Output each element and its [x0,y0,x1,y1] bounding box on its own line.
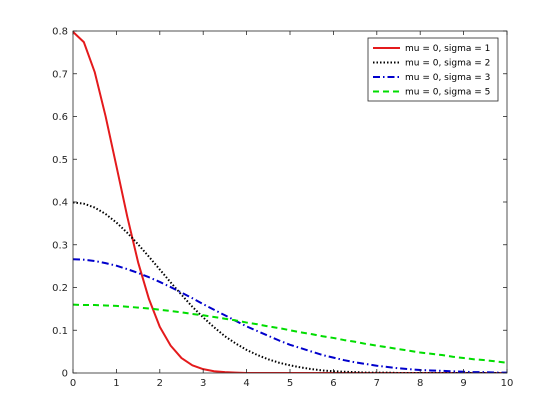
y-tick-label: 0 [62,369,68,380]
legend: mu = 0, sigma = 1 mu = 0, sigma = 2 mu = 0… [367,37,499,102]
x-tick-label: 5 [287,378,293,389]
x-tick-label: 3 [200,378,206,389]
legend-label-3: mu = 0, sigma = 3 [405,73,490,83]
y-tick-label: 0.8 [52,27,68,38]
x-tick-label: 4 [243,378,249,389]
x-tick-label: 8 [417,378,423,389]
y-tick-label: 0.1 [52,326,68,337]
x-tick-label: 1 [113,378,119,389]
x-tick-label: 9 [460,378,466,389]
legend-label-2: mu = 0, sigma = 2 [405,59,490,69]
series-line-1 [73,31,507,373]
x-tick-label: 2 [157,378,163,389]
series-line-3 [73,258,507,373]
y-tick-label: 0.5 [52,155,68,166]
x-tick-label: 10 [501,378,514,389]
y-tick-label: 0.6 [52,112,68,123]
series-line-4 [73,303,507,364]
y-tick-label: 0.3 [52,240,68,251]
x-tick-label: 6 [330,378,336,389]
legend-label-4: mu = 0, sigma = 5 [405,88,490,98]
y-tick-label: 0.4 [52,198,68,209]
series-layer [73,31,507,373]
axes-layer: 0 1 2 3 4 5 6 7 8 9 10 0 0.1 0.2 0.3 0.4 0.5 0.6 0.7 0.8 [52,27,513,390]
y-tick-label: 0.2 [52,283,68,294]
x-tick-label: 7 [374,378,380,389]
x-tick-label: 0 [70,378,76,389]
y-tick-label: 0.7 [52,69,68,80]
legend-label-1: mu = 0, sigma = 1 [405,44,490,54]
